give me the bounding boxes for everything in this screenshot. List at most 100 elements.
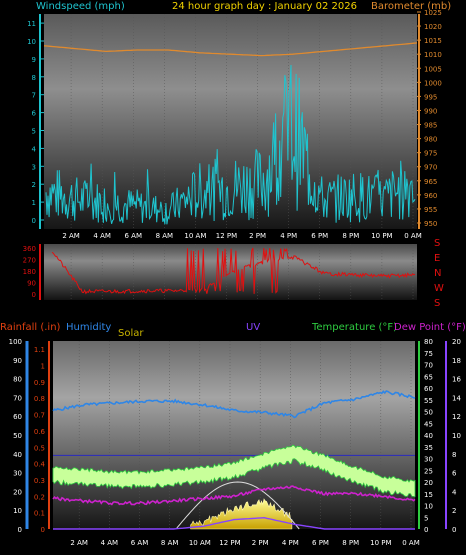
- wind-axis-tick: 3: [32, 163, 36, 171]
- compass-label: E: [434, 253, 440, 264]
- time-axis-label: 4 PM: [280, 232, 297, 240]
- wind-axis-tick: 11: [27, 20, 36, 28]
- rain-axis-tick: 1: [41, 363, 45, 371]
- wind-axis-tick: 2: [32, 181, 36, 189]
- time-axis-label: 2 PM: [252, 539, 269, 547]
- humidity-axis-tick: 60: [13, 413, 22, 421]
- temperature-axis-tick: 70: [424, 362, 433, 370]
- uv-axis-tick: 8: [452, 451, 456, 459]
- windspeed-series: [45, 64, 416, 225]
- uv-axis-tick: 10: [452, 432, 461, 440]
- temperature-series: [52, 444, 416, 498]
- temperature-axis-tick: 60: [424, 385, 433, 393]
- barometer-axis-tick: 965: [424, 178, 437, 186]
- compass-label: W: [434, 283, 444, 294]
- solar-series: [190, 498, 293, 530]
- wind-axis-tick: 7: [32, 92, 36, 100]
- uv-axis-tick: 2: [452, 507, 456, 515]
- compass-label: N: [434, 268, 441, 279]
- direction-axis-tick: 180: [23, 268, 36, 276]
- compass-label: S: [434, 238, 440, 249]
- rain-axis-tick: 0.9: [34, 379, 45, 387]
- wind-axis-tick: 4: [32, 145, 37, 153]
- humidity-axis-tick: 100: [9, 338, 22, 346]
- rain-axis-tick: 1.1: [34, 346, 45, 354]
- uv-axis-tick: 4: [452, 488, 457, 496]
- time-axis-label: 12 PM: [216, 232, 237, 240]
- time-axis-label: 0 AM: [404, 232, 422, 240]
- temperature-axis-tick: 0: [424, 526, 428, 534]
- humidity-axis-tick: 40: [13, 451, 22, 459]
- rain-axis-tick: 0.4: [34, 461, 46, 469]
- barometer-axis-tick: 970: [424, 164, 437, 172]
- time-axis-label: 2 AM: [62, 232, 80, 240]
- temperature-axis-tick: 75: [424, 350, 433, 358]
- time-axis-label: 8 PM: [342, 539, 359, 547]
- rain-axis-tick: 0.5: [34, 444, 45, 452]
- barometer-axis-tick: 1000: [424, 79, 442, 87]
- uv-axis-tick: 16: [452, 376, 461, 384]
- wind-axis-tick: 10: [27, 38, 36, 46]
- barometer-title: Barometer (mb): [371, 1, 451, 12]
- wind-axis-tick: 5: [32, 128, 36, 136]
- temperature-title: Temperature (°F): [311, 322, 397, 333]
- uv-title: UV: [246, 322, 260, 333]
- uv-axis-tick: 6: [452, 470, 457, 478]
- time-axis-label: 6 PM: [311, 232, 328, 240]
- time-axis-label: 12 PM: [219, 539, 240, 547]
- temperature-axis-tick: 65: [424, 373, 433, 381]
- direction-axis-tick: 270: [23, 257, 36, 265]
- barometer-axis-tick: 960: [424, 192, 437, 200]
- uv-axis-tick: 14: [452, 394, 461, 402]
- time-axis-label: 8 AM: [161, 539, 179, 547]
- temperature-axis-tick: 5: [424, 514, 428, 522]
- time-axis-label: 8 AM: [156, 232, 174, 240]
- time-axis-label: 6 AM: [124, 232, 142, 240]
- rainfall-title: Rainfall (.in): [0, 322, 61, 333]
- temperature-axis-tick: 55: [424, 397, 433, 405]
- time-axis-label: 10 PM: [371, 232, 392, 240]
- barometer-axis-tick: 950: [424, 220, 437, 228]
- temperature-axis-tick: 15: [424, 491, 433, 499]
- barometer-axis-tick: 1015: [424, 37, 442, 45]
- time-axis-label: 6 AM: [131, 539, 149, 547]
- barometer-axis-tick: 955: [424, 206, 437, 214]
- temperature-axis-tick: 25: [424, 467, 433, 475]
- humidity-axis-tick: 20: [13, 488, 22, 496]
- barometer-axis-tick: 995: [424, 93, 437, 101]
- time-axis-label: 2 PM: [249, 232, 266, 240]
- dewpoint-series: [52, 485, 416, 506]
- rain-axis-tick: 0.3: [34, 477, 45, 485]
- uv-axis-tick: 20: [452, 338, 461, 346]
- time-axis-label: 4 AM: [101, 539, 119, 547]
- time-axis-label: 2 AM: [70, 539, 88, 547]
- uv-axis-tick: 0: [452, 526, 456, 534]
- barometer-axis-tick: 1025: [424, 9, 442, 17]
- rain-axis-tick: 0.8: [34, 395, 45, 403]
- rain-axis-tick: 0.2: [34, 493, 45, 501]
- barometer-series: [43, 42, 418, 57]
- direction-axis-tick: 360: [23, 245, 36, 253]
- rain-axis-tick: 0.7: [34, 412, 45, 420]
- uv-axis-tick: 12: [452, 413, 461, 421]
- direction-axis-tick: 90: [27, 280, 36, 288]
- humidity-axis-tick: 0: [18, 526, 22, 534]
- humidity-title: Humidity: [66, 322, 111, 333]
- temperature-axis-tick: 40: [424, 432, 433, 440]
- temperature-axis-tick: 80: [424, 338, 433, 346]
- temperature-axis-tick: 10: [424, 503, 433, 511]
- temperature-axis-tick: 30: [424, 456, 433, 464]
- rain-axis-tick: 0: [41, 526, 45, 534]
- barometer-axis-tick: 1010: [424, 51, 442, 59]
- temperature-axis-tick: 50: [424, 409, 433, 417]
- barometer-axis-tick: 980: [424, 136, 437, 144]
- temperature-axis-tick: 35: [424, 444, 433, 452]
- barometer-axis-tick: 1005: [424, 65, 442, 73]
- time-axis-label: 10 PM: [370, 539, 391, 547]
- barometer-axis-tick: 975: [424, 150, 437, 158]
- wind-direction-series: [51, 247, 416, 295]
- direction-axis-tick: 0: [32, 291, 36, 299]
- rain-axis-tick: 0.1: [34, 510, 45, 518]
- humidity-axis-tick: 50: [13, 432, 22, 440]
